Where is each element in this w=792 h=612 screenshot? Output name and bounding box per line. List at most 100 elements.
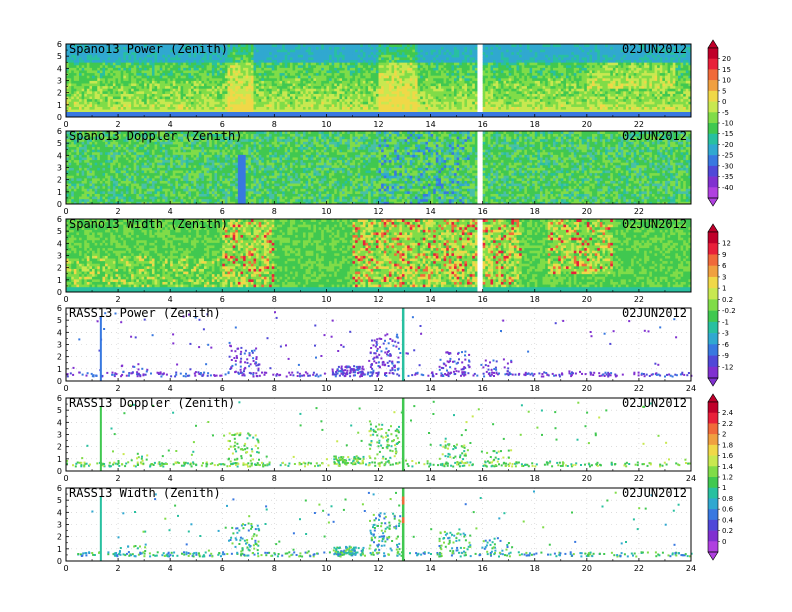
heatmap-cell xyxy=(358,99,361,102)
heatmap-cell xyxy=(397,52,400,55)
heatmap-cell xyxy=(173,99,176,102)
heatmap-cell xyxy=(472,62,475,65)
heatmap-cell xyxy=(418,47,421,50)
heatmap-cell xyxy=(472,47,475,50)
heatmap-cell xyxy=(136,88,139,91)
heatmap-cell xyxy=(293,75,296,78)
heatmap-cell xyxy=(285,94,288,97)
heatmap-cell xyxy=(168,107,171,110)
heatmap-cell xyxy=(201,109,204,112)
heatmap-cell xyxy=(136,96,139,99)
heatmap-cell xyxy=(350,54,353,57)
heatmap-cell xyxy=(392,101,395,104)
heatmap-cell xyxy=(113,83,116,86)
heatmap-cell xyxy=(477,109,480,112)
heatmap-cell xyxy=(248,65,251,68)
heatmap-cell xyxy=(246,60,249,63)
heatmap-cell xyxy=(246,104,249,107)
heatmap-cell xyxy=(405,54,408,57)
heatmap-cell xyxy=(379,83,382,86)
heatmap-cell xyxy=(285,57,288,60)
heatmap-cell xyxy=(506,78,509,81)
heatmap-cell xyxy=(123,109,126,112)
heatmap-cell xyxy=(415,81,418,84)
heatmap-cell xyxy=(498,60,501,63)
heatmap-cell xyxy=(329,107,332,110)
heatmap-cell xyxy=(300,62,303,65)
heatmap-cell xyxy=(267,49,270,52)
heatmap-cell xyxy=(259,52,262,55)
heatmap-cell xyxy=(217,65,220,68)
heatmap-cell xyxy=(287,104,290,107)
heatmap-cell xyxy=(222,104,225,107)
heatmap-cell xyxy=(436,57,439,60)
heatmap-cell xyxy=(131,88,134,91)
heatmap-cell xyxy=(415,91,418,94)
heatmap-cell xyxy=(321,99,324,102)
heatmap-cell xyxy=(240,62,243,65)
heatmap-cell xyxy=(267,91,270,94)
heatmap-cell xyxy=(480,81,483,84)
heatmap-cell xyxy=(306,78,309,81)
heatmap-cell xyxy=(110,88,113,91)
heatmap-cell xyxy=(238,62,241,65)
heatmap-cell xyxy=(470,78,473,81)
heatmap-cell xyxy=(139,94,142,97)
heatmap-cell xyxy=(462,73,465,76)
heatmap-cell xyxy=(402,78,405,81)
heatmap-cell xyxy=(300,54,303,57)
heatmap-cell xyxy=(118,62,121,65)
heatmap-cell xyxy=(188,65,191,68)
heatmap-cell xyxy=(321,75,324,78)
heatmap-cell xyxy=(222,83,225,86)
heatmap-cell xyxy=(108,81,111,84)
heatmap-cell xyxy=(496,75,499,78)
heatmap-cell xyxy=(235,67,238,70)
heatmap-cell xyxy=(334,65,337,68)
heatmap-cell xyxy=(506,88,509,91)
heatmap-cell xyxy=(274,57,277,60)
heatmap-cell xyxy=(316,65,319,68)
heatmap-cell xyxy=(110,75,113,78)
heatmap-cell xyxy=(240,70,243,73)
heatmap-cell xyxy=(209,65,212,68)
heatmap-cell xyxy=(256,67,259,70)
heatmap-cell xyxy=(425,94,428,97)
heatmap-cell xyxy=(183,88,186,91)
heatmap-cell xyxy=(384,47,387,50)
heatmap-cell xyxy=(134,86,137,89)
heatmap-cell xyxy=(69,83,72,86)
heatmap-cell xyxy=(199,88,202,91)
heatmap-cell xyxy=(337,60,340,63)
heatmap-cell xyxy=(384,60,387,63)
heatmap-cell xyxy=(363,60,366,63)
heatmap-cell xyxy=(407,57,410,60)
heatmap-cell xyxy=(345,81,348,84)
heatmap-cell xyxy=(134,65,137,68)
heatmap-cell xyxy=(188,75,191,78)
heatmap-cell xyxy=(285,65,288,68)
heatmap-cell xyxy=(108,109,111,112)
heatmap-cell xyxy=(131,65,134,68)
heatmap-cell xyxy=(504,81,507,84)
heatmap-cell xyxy=(300,99,303,102)
heatmap-cell xyxy=(298,88,301,91)
heatmap-cell xyxy=(511,94,514,97)
heatmap-cell xyxy=(475,99,478,102)
heatmap-cell xyxy=(79,88,82,91)
heatmap-cell xyxy=(157,73,160,76)
heatmap-cell xyxy=(97,67,100,70)
heatmap-cell xyxy=(220,86,223,89)
heatmap-cell xyxy=(277,83,280,86)
heatmap-cell xyxy=(71,86,74,89)
heatmap-cell xyxy=(144,107,147,110)
heatmap-cell xyxy=(308,88,311,91)
heatmap-cell xyxy=(282,62,285,65)
heatmap-cell xyxy=(274,47,277,50)
heatmap-cell xyxy=(188,94,191,97)
heatmap-cell xyxy=(243,91,246,94)
heatmap-cell xyxy=(376,101,379,104)
heatmap-cell xyxy=(285,81,288,84)
heatmap-cell xyxy=(451,60,454,63)
heatmap-cell xyxy=(69,96,72,99)
